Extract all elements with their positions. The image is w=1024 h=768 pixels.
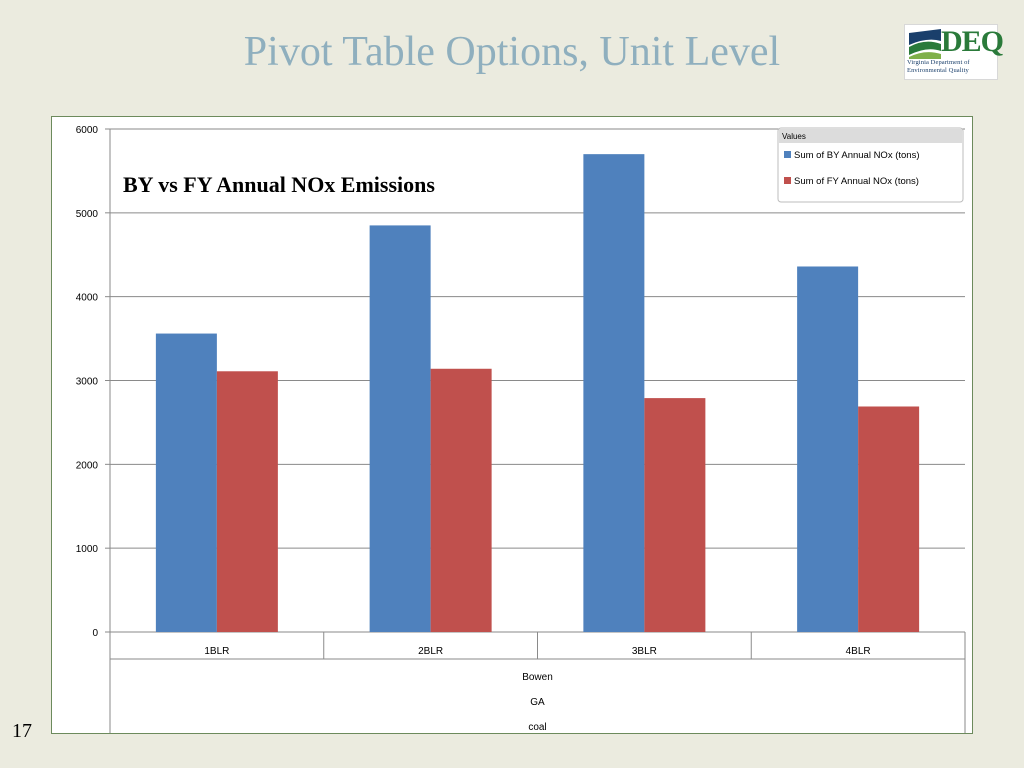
x-tick-label: 3BLR (632, 646, 657, 657)
logo-line-2: Environmental Quality (907, 67, 969, 74)
bar-3BLR-series-1 (583, 154, 645, 632)
bar-1BLR-series-2 (216, 371, 278, 632)
slide-title: Pivot Table Options, Unit Level (243, 29, 781, 75)
bar-3BLR-series-2 (644, 398, 706, 632)
logo-line-1: Virginia Department of (907, 59, 970, 66)
legend-swatch (784, 177, 791, 184)
chart-title: BY vs FY Annual NOx Emissions (123, 172, 435, 197)
deq-logo: DEQ Virginia Department of Environmental… (904, 24, 1004, 80)
logo-mark: DEQ (941, 25, 1004, 58)
group-label: Bowen (522, 672, 553, 683)
legend-box (777, 127, 964, 203)
legend-label: Sum of BY Annual NOx (tons) (794, 150, 920, 161)
bar-2BLR-series-1 (369, 225, 431, 632)
legend-header (779, 129, 962, 143)
bar-4BLR-series-2 (858, 406, 920, 632)
y-tick-label: 6000 (76, 125, 99, 136)
slide-number: 17 (12, 720, 32, 742)
y-tick-label: 4000 (76, 293, 99, 304)
deq-logo-icon (909, 29, 941, 59)
legend-title: Values (782, 132, 806, 141)
logo-subtitle: Virginia Department of Environmental Qua… (907, 59, 995, 75)
bar-1BLR-series-1 (155, 333, 217, 632)
group-label: GA (530, 697, 545, 708)
bar-4BLR-series-1 (797, 266, 859, 632)
y-tick-label: 1000 (76, 544, 99, 555)
x-tick-label: 1BLR (204, 646, 229, 657)
y-tick-label: 2000 (76, 460, 99, 471)
y-tick-label: 5000 (76, 209, 99, 220)
y-tick-label: 0 (92, 628, 98, 639)
legend-label: Sum of FY Annual NOx (tons) (794, 176, 919, 187)
x-tick-label: 4BLR (846, 646, 871, 657)
y-tick-label: 3000 (76, 377, 99, 388)
bar-2BLR-series-2 (430, 368, 492, 632)
chart-frame: 0 1000 2000 3000 4000 5000 6000 1BLR 2BLR 3BLR 4BL… (51, 116, 973, 734)
bar-chart: 0 1000 2000 3000 4000 5000 6000 1BLR 2BLR 3BLR 4BL… (76, 125, 966, 733)
legend-swatch (784, 151, 791, 158)
group-label: coal (528, 722, 546, 733)
x-tick-label: 2BLR (418, 646, 443, 657)
